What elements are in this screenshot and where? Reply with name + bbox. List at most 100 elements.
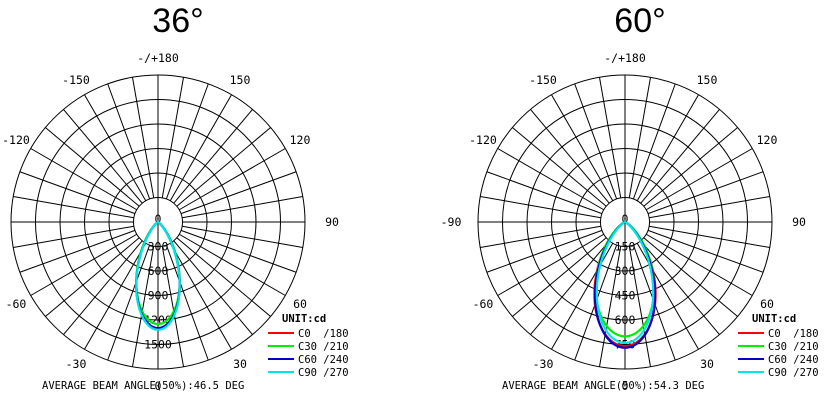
grid-spoke — [45, 127, 140, 207]
legend-entry: C0 /180 — [768, 328, 819, 340]
grid-spoke — [19, 229, 136, 273]
grid-spoke — [530, 240, 610, 335]
grid-spoke — [169, 242, 232, 350]
angle-label: -/+180 — [604, 51, 646, 65]
grid-spoke — [169, 94, 232, 202]
angle-label: 30 — [700, 357, 714, 371]
angle-label: -120 — [469, 133, 497, 147]
grid-spoke — [647, 229, 764, 273]
series-curve — [595, 220, 655, 344]
angle-label: -150 — [62, 73, 90, 87]
angle-label: -60 — [6, 297, 27, 311]
angle-label: -90 — [441, 215, 462, 229]
radial-label: 450 — [615, 289, 636, 303]
grid-spoke — [63, 109, 143, 204]
grid-spoke — [178, 148, 286, 211]
grid-spoke — [176, 237, 271, 317]
angle-label: 120 — [757, 133, 778, 147]
beam-angle-footer: AVERAGE BEAM ANGLE(50%):54.3 DEG — [502, 380, 704, 392]
grid-spoke — [512, 237, 607, 317]
grid-spoke — [131, 246, 155, 367]
grid-spoke — [182, 225, 303, 249]
grid-spoke — [173, 240, 253, 335]
grid-spoke — [628, 77, 652, 198]
grid-spoke — [512, 127, 607, 207]
radial-label: 1200 — [144, 313, 172, 327]
polar-chart-60deg: 60°-/+180-150 150-120 120-90 90-60 60-30 3000… — [441, 2, 819, 393]
grid-spoke — [486, 171, 603, 215]
radial-label: 150 — [615, 240, 636, 254]
grid-spoke — [13, 225, 134, 249]
angle-label: 30 — [233, 357, 247, 371]
angle-label: -/+180 — [137, 51, 179, 65]
angle-label: 0 — [622, 379, 629, 393]
grid-spoke — [497, 233, 605, 296]
grid-spoke — [180, 229, 297, 273]
angle-label: 90 — [792, 215, 806, 229]
series-curve — [135, 220, 181, 331]
grid-spoke — [30, 233, 138, 296]
grid-spoke — [63, 240, 143, 335]
grid-spoke — [551, 94, 614, 202]
legend-entry: C90 /270 — [298, 367, 349, 379]
angle-label: 150 — [697, 73, 718, 87]
grid-spoke — [180, 171, 297, 215]
grid-spoke — [131, 77, 155, 198]
grid-spoke — [574, 83, 618, 200]
grid-spoke — [497, 148, 605, 211]
legend-title: UNIT:cd — [282, 313, 326, 325]
angle-label: -30 — [533, 357, 554, 371]
angle-label: 60 — [760, 297, 774, 311]
legend-entry: C90 /270 — [768, 367, 819, 379]
radial-label: 300 — [148, 240, 169, 254]
beam-angle-footer: AVERAGE BEAM ANGLE(50%):46.5 DEG — [42, 380, 244, 392]
grid-spoke — [649, 225, 770, 249]
polar-grid — [10, 74, 306, 370]
chart-title: 60° — [614, 2, 665, 40]
angle-label: 60 — [293, 297, 307, 311]
grid-spoke — [84, 242, 147, 350]
grid-spoke — [636, 94, 699, 202]
grid-spoke — [628, 246, 652, 367]
legend-entry: C30 /210 — [768, 341, 819, 353]
polar-grid — [477, 74, 773, 370]
grid-spoke — [645, 148, 753, 211]
grid-spoke — [173, 109, 253, 204]
radial-label: 900 — [148, 289, 169, 303]
grid-spoke — [530, 109, 610, 204]
grid-spoke — [480, 225, 601, 249]
angle-label: -30 — [66, 357, 87, 371]
grid-spoke — [161, 77, 185, 198]
angle-label: -60 — [473, 297, 494, 311]
angle-label: 120 — [290, 133, 311, 147]
radial-label: 1500 — [144, 338, 172, 352]
grid-spoke — [84, 94, 147, 202]
angle-label: 150 — [230, 73, 251, 87]
grid-spoke — [643, 237, 738, 317]
legend-title: UNIT:cd — [752, 313, 796, 325]
angle-label: -120 — [2, 133, 30, 147]
grid-spoke — [19, 171, 136, 215]
grid-spoke — [632, 83, 676, 200]
polar-chart-36deg: 36°-/+180-150150-120120-9090-6060-303000… — [2, 2, 349, 393]
grid-spoke — [161, 246, 185, 367]
chart-title: 36° — [152, 2, 203, 40]
radial-label: 600 — [148, 264, 169, 278]
legend-entry: C0 /180 — [298, 328, 349, 340]
angle-label: -150 — [529, 73, 557, 87]
grid-spoke — [182, 195, 303, 219]
grid-spoke — [178, 233, 286, 296]
grid-spoke — [486, 229, 603, 273]
angle-label: 90 — [325, 215, 339, 229]
grid-spoke — [165, 244, 209, 361]
grid-spoke — [649, 195, 770, 219]
grid-spoke — [480, 195, 601, 219]
grid-spoke — [598, 246, 622, 367]
grid-spoke — [30, 148, 138, 211]
grid-spoke — [640, 109, 720, 204]
legend-entry: C60 /240 — [298, 354, 349, 366]
grid-spoke — [165, 83, 209, 200]
